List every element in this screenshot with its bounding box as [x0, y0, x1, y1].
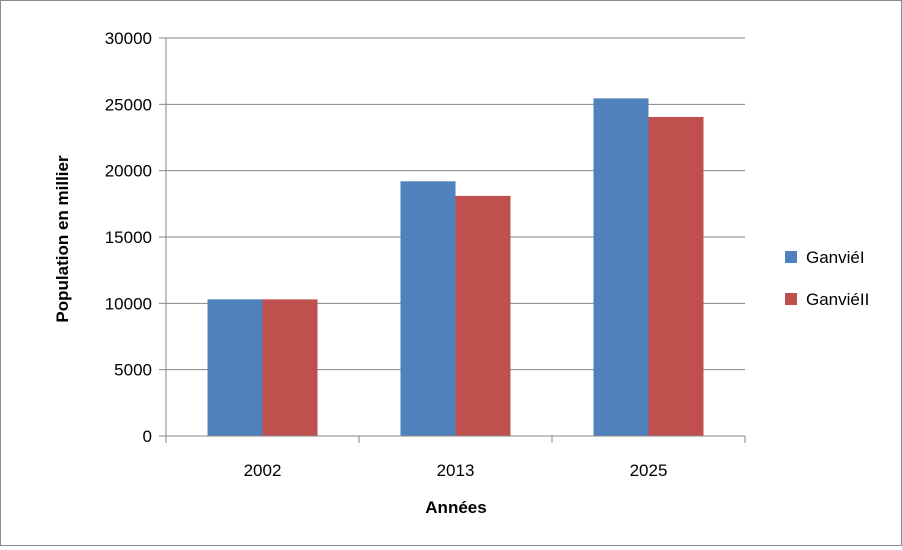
y-tick-label: 5000	[114, 361, 152, 380]
bar-2013-series-1	[400, 181, 456, 436]
x-tick-label: 2002	[244, 461, 282, 480]
x-tick-label: 2013	[437, 461, 475, 480]
legend-label: GanviéI	[806, 248, 865, 267]
y-axis-title: Population en millier	[53, 155, 72, 323]
bar-2025-series-2	[648, 116, 704, 436]
legend-label: GanviéII	[806, 290, 869, 309]
bar-2025-series-1	[593, 98, 649, 436]
x-tick-label: 2025	[630, 461, 668, 480]
y-tick-label: 15000	[105, 228, 152, 247]
bar-2002-series-1	[207, 299, 263, 436]
legend: GanviéI GanviéII	[785, 248, 869, 309]
y-tick-label: 20000	[105, 162, 152, 181]
y-tick-label: 25000	[105, 95, 152, 114]
x-axis-title: Années	[425, 498, 486, 517]
legend-swatch	[785, 293, 797, 305]
y-tick-label: 10000	[105, 294, 152, 313]
legend-swatch	[785, 251, 797, 263]
y-tick-label: 0	[143, 427, 152, 446]
y-tick-labels: 0 5000 10000 15000 20000 25000 30000	[105, 29, 152, 446]
axes	[159, 37, 746, 443]
x-tick-labels: 2002 2013 2025	[244, 461, 668, 480]
bar-2013-series-2	[455, 195, 511, 436]
y-tick-label: 30000	[105, 29, 152, 48]
bar-2002-series-2	[262, 299, 318, 436]
bars	[207, 98, 704, 436]
